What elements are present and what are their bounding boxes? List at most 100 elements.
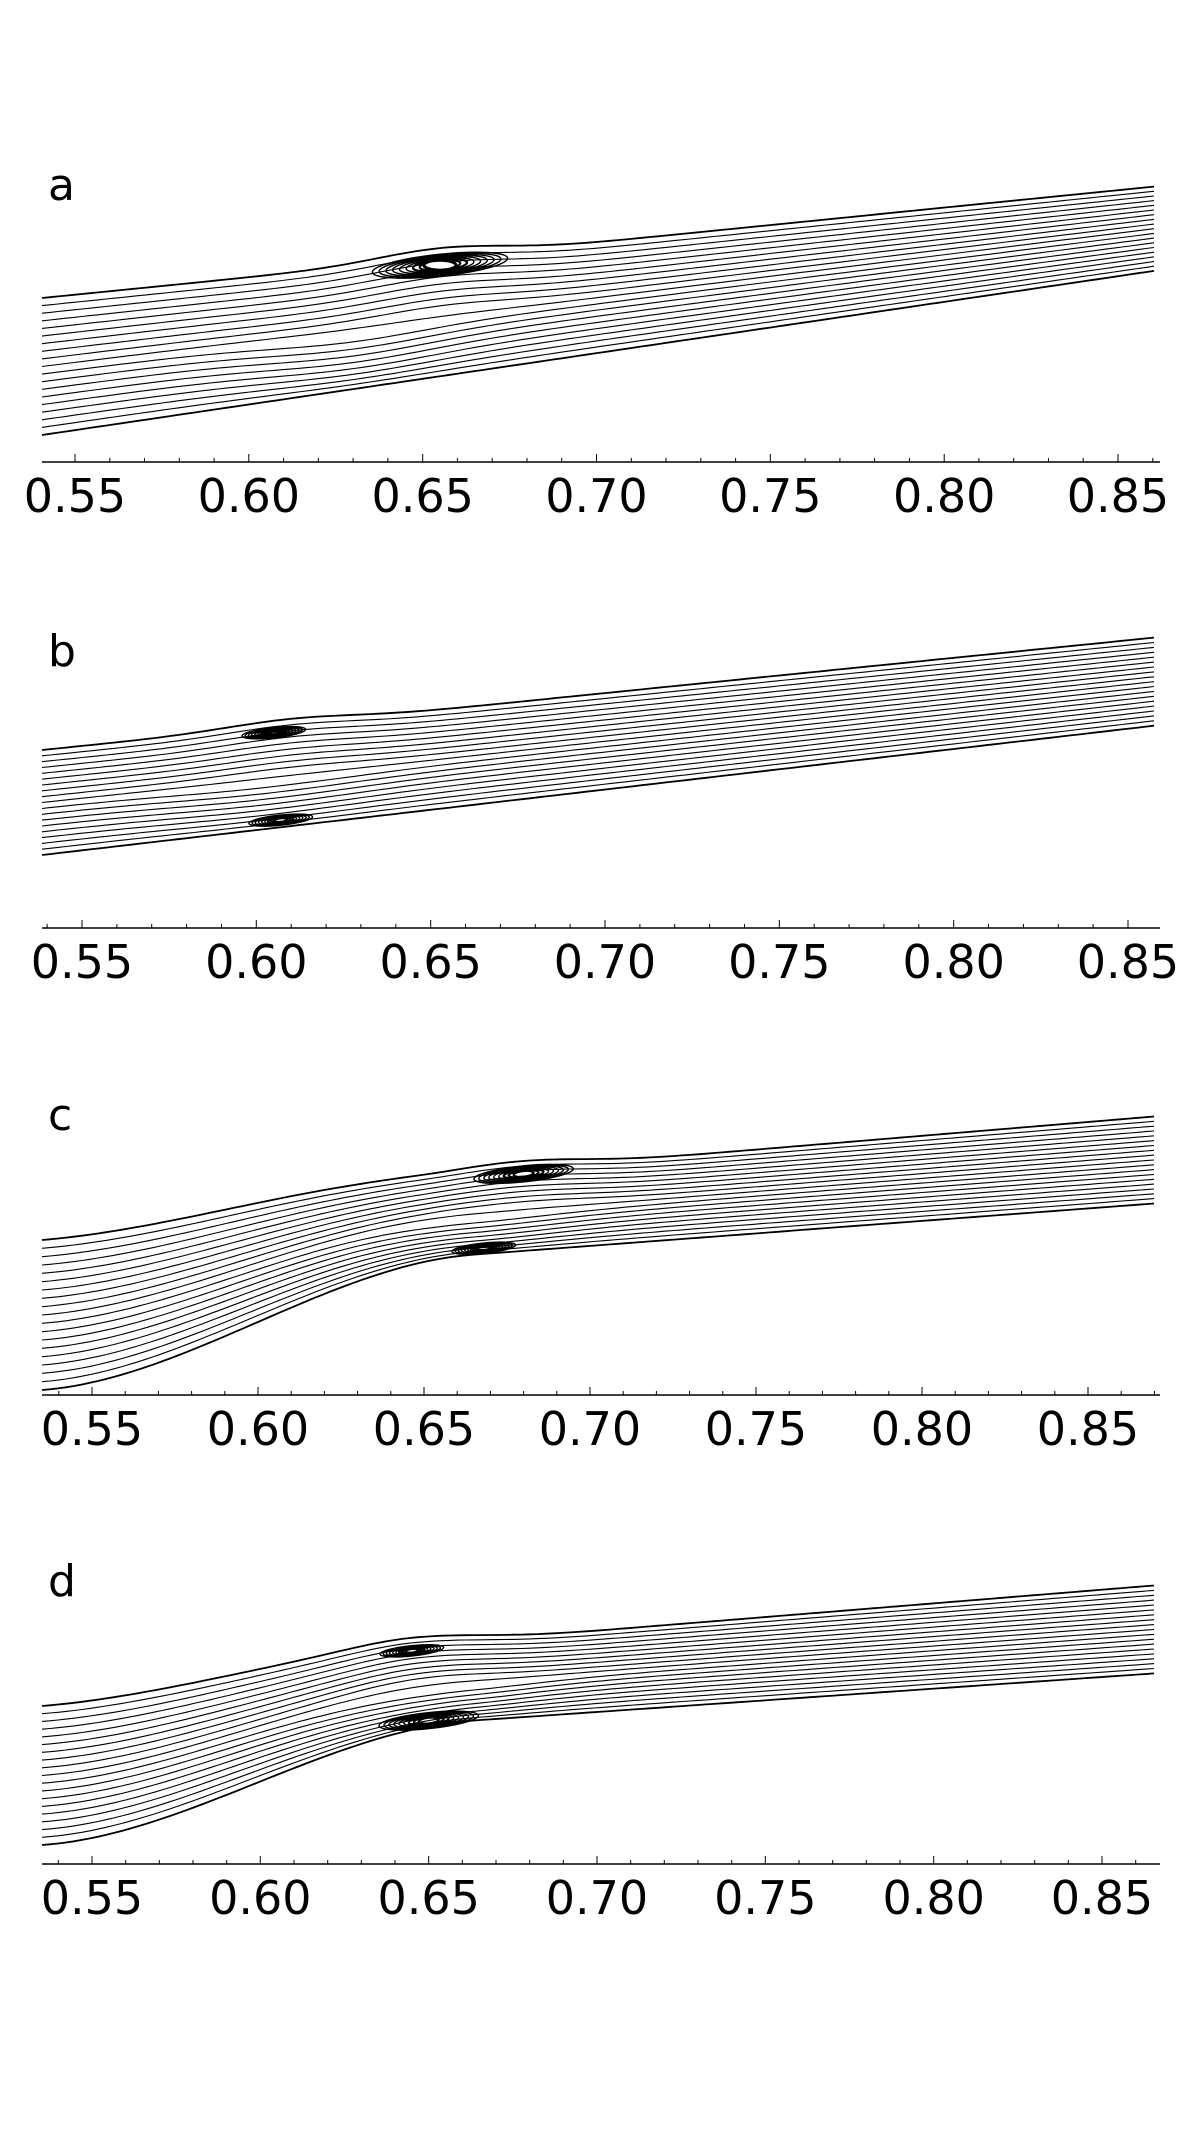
streamline [41, 232, 1155, 375]
streamline [41, 270, 1155, 436]
vortex-top [379, 1644, 445, 1658]
streamline-plot-b: 0.55 0.60 0.65 0.70 0.75 0.80 0.85 [31, 636, 1179, 989]
streamline [41, 1663, 1155, 1831]
streamline [41, 251, 1155, 406]
streamline [41, 651, 1155, 769]
panel-a: 0.55 0.60 0.65 0.70 0.75 0.80 0.85 a [0, 0, 1188, 520]
streamline [41, 1159, 1155, 1316]
panel-label-c: c [48, 1090, 73, 1141]
streamline [41, 1614, 1155, 1753]
streamline [41, 661, 1155, 780]
streamline [41, 1633, 1155, 1784]
streamline [41, 1609, 1155, 1746]
streamline [41, 715, 1155, 844]
vortex-contour [393, 1712, 465, 1729]
streamline [41, 1173, 1155, 1341]
streamline [41, 724, 1155, 856]
streamlines-a [41, 185, 1155, 436]
streamline [41, 695, 1155, 821]
streamline [41, 185, 1155, 299]
vortex-contour [478, 1164, 570, 1184]
streamline [41, 705, 1155, 833]
streamline [41, 1658, 1155, 1823]
streamline [41, 641, 1155, 757]
tick-label: 0.75 [719, 469, 821, 520]
streamline [41, 1648, 1155, 1807]
streamline-plot-c: 0.55 0.60 0.65 0.70 0.75 0.80 0.85 [41, 1115, 1160, 1450]
tick-label: 0.70 [546, 1871, 648, 1920]
streamline [41, 1193, 1155, 1374]
x-axis-a: 0.55 0.60 0.65 0.70 0.75 0.80 0.85 [24, 454, 1169, 520]
panel-label-d: d [48, 1556, 76, 1607]
streamline [41, 1584, 1155, 1707]
tick-label: 0.75 [705, 1402, 807, 1450]
tick-label: 0.60 [209, 1871, 311, 1920]
streamline [41, 1643, 1155, 1800]
streamline [41, 1202, 1155, 1391]
panel-label-a: a [48, 160, 75, 211]
streamline [41, 1149, 1155, 1299]
tick-label: 0.65 [379, 935, 481, 989]
tick-label: 0.80 [893, 469, 995, 520]
streamline [41, 1667, 1155, 1838]
vortex-contour [266, 729, 282, 736]
tick-label: 0.80 [871, 1402, 973, 1450]
vortex-contour [385, 253, 495, 277]
vortex-top [371, 251, 509, 279]
streamline [41, 700, 1155, 827]
streamline [41, 228, 1155, 368]
vortex-contour [371, 251, 509, 279]
vortex-bottom [451, 1241, 517, 1255]
streamline [41, 1135, 1155, 1274]
tick-label: 0.65 [373, 1402, 475, 1450]
streamline [41, 265, 1155, 428]
streamlines-b [41, 636, 1155, 856]
tick-label: 0.85 [1037, 1402, 1139, 1450]
vortex-contour [417, 1716, 440, 1725]
tick-label: 0.80 [882, 1871, 984, 1920]
vortex-contour [383, 1711, 475, 1731]
streamline [41, 1154, 1155, 1308]
streamline [41, 671, 1155, 792]
streamline [41, 1115, 1155, 1241]
streamline [41, 1604, 1155, 1738]
vortex-core [422, 258, 458, 272]
streamline [41, 209, 1155, 337]
panel-d: 0.55 0.60 0.65 0.70 0.75 0.80 0.85 d [41, 1556, 1160, 1920]
tick-label: 0.55 [41, 1402, 143, 1450]
streamline [41, 1140, 1155, 1283]
vortex-contour [273, 817, 289, 824]
vortex-d [378, 1644, 480, 1731]
vortex-contour [404, 1647, 420, 1654]
streamline-plot-a: 0.55 0.60 0.65 0.70 0.75 0.80 0.85 [24, 185, 1169, 520]
streamline [41, 190, 1155, 307]
streamline [41, 1628, 1155, 1777]
vortex-contour [476, 1245, 492, 1252]
streamline [41, 1624, 1155, 1769]
tick-label: 0.75 [714, 1871, 816, 1920]
streamline [41, 1164, 1155, 1324]
vortex-top [473, 1163, 575, 1185]
tick-label: 0.60 [205, 935, 307, 989]
streamlines-d [41, 1584, 1155, 1846]
tick-label: 0.60 [198, 469, 300, 520]
tick-label: 0.65 [377, 1871, 479, 1920]
tick-label: 0.65 [371, 469, 473, 520]
streamline [41, 246, 1155, 398]
tick-label: 0.60 [207, 1402, 309, 1450]
vortex-b [241, 725, 314, 827]
streamline [41, 646, 1155, 763]
streamline [41, 676, 1155, 798]
streamline [41, 1120, 1155, 1249]
streamline [41, 656, 1155, 774]
streamline [41, 1589, 1155, 1715]
x-axis-d: 0.55 0.60 0.65 0.70 0.75 0.80 0.85 [41, 1856, 1160, 1920]
streamline [41, 720, 1155, 850]
tick-label: 0.55 [31, 935, 133, 989]
streamline [41, 685, 1155, 810]
tick-label: 0.55 [24, 469, 126, 520]
tick-label: 0.70 [554, 935, 656, 989]
panel-b: 0.55 0.60 0.65 0.70 0.75 0.80 0.85 b [0, 0, 1188, 1000]
streamline [41, 681, 1155, 804]
x-axis-c: 0.55 0.60 0.65 0.70 0.75 0.80 0.85 [41, 1387, 1160, 1450]
